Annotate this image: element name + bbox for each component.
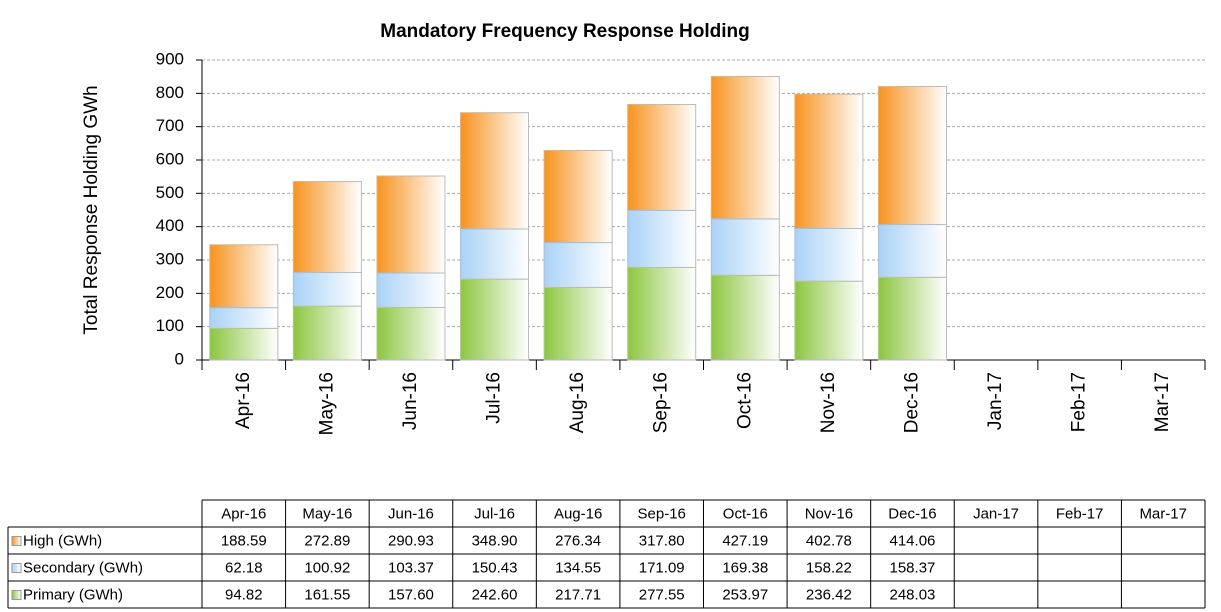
y-tick-label: 800 xyxy=(156,83,184,102)
legend-label: Secondary (GWh) xyxy=(23,559,143,576)
bar xyxy=(627,209,697,268)
y-tick-label: 600 xyxy=(156,149,184,168)
x-tick-label: Apr-16 xyxy=(233,372,254,429)
bar xyxy=(292,272,362,307)
bar xyxy=(877,86,947,226)
table-cell: 188.59 xyxy=(221,532,267,549)
table-header: Mar-17 xyxy=(1139,505,1187,522)
table-header: May-16 xyxy=(302,505,352,522)
table-header: Dec-16 xyxy=(888,505,936,522)
table-cell: 253.97 xyxy=(722,586,768,603)
bar xyxy=(460,112,530,230)
table-cell: 290.93 xyxy=(388,532,434,549)
table-cell: 248.03 xyxy=(890,586,936,603)
y-tick-label: 500 xyxy=(156,183,184,202)
bar xyxy=(627,104,697,211)
bar xyxy=(877,224,947,278)
table-cell: 158.22 xyxy=(806,559,852,576)
legend-key xyxy=(11,590,22,600)
table-cell: 94.82 xyxy=(225,586,263,603)
y-tick-label: 100 xyxy=(156,316,184,335)
table-cell: 272.89 xyxy=(304,532,350,549)
x-tick-label: Jul-16 xyxy=(484,372,505,424)
bar xyxy=(794,280,864,361)
legend-key xyxy=(11,563,22,573)
bar xyxy=(292,305,362,361)
bar xyxy=(710,75,780,220)
legend-label: High (GWh) xyxy=(23,532,102,549)
y-axis-label: Total Response Holding GWh xyxy=(81,85,102,334)
table-header: Nov-16 xyxy=(805,505,853,522)
bar xyxy=(209,244,279,309)
table-header: Oct-16 xyxy=(723,505,768,522)
table-cell: 276.34 xyxy=(555,532,601,549)
bar xyxy=(376,306,446,361)
table-cell: 161.55 xyxy=(304,586,350,603)
table-cell: 157.60 xyxy=(388,586,434,603)
x-tick-label: Nov-16 xyxy=(818,372,839,433)
table-cell: 414.06 xyxy=(890,532,936,549)
y-tick-label: 300 xyxy=(156,249,184,268)
bar xyxy=(627,266,697,361)
bar xyxy=(710,218,780,276)
table-cell: 242.60 xyxy=(472,586,518,603)
bar xyxy=(292,181,362,274)
bar xyxy=(209,327,279,361)
bar xyxy=(877,276,947,361)
x-tick-label: Mar-17 xyxy=(1152,372,1173,432)
table-cell: 158.37 xyxy=(890,559,936,576)
y-tick-label: 200 xyxy=(156,283,184,302)
bar xyxy=(794,93,864,229)
x-tick-label: Dec-16 xyxy=(901,372,922,433)
x-tick-label: Jan-17 xyxy=(985,372,1006,430)
bar xyxy=(543,149,613,244)
table-cell: 171.09 xyxy=(639,559,685,576)
x-tick-label: Aug-16 xyxy=(567,372,588,433)
x-tick-label: Oct-16 xyxy=(734,372,755,429)
table-cell: 427.19 xyxy=(722,532,768,549)
bar xyxy=(460,228,530,280)
y-tick-label: 900 xyxy=(156,49,184,68)
legend-key xyxy=(11,536,22,546)
table-header: Feb-17 xyxy=(1056,505,1104,522)
table-header: Aug-16 xyxy=(554,505,602,522)
y-tick-label: 0 xyxy=(175,349,184,368)
table-cell: 277.55 xyxy=(639,586,685,603)
bar xyxy=(794,227,864,282)
table-cell: 103.37 xyxy=(388,559,434,576)
bar xyxy=(543,242,613,288)
x-tick-label: Jun-16 xyxy=(400,372,421,430)
y-tick-label: 400 xyxy=(156,216,184,235)
table-cell: 134.55 xyxy=(555,559,601,576)
table-cell: 236.42 xyxy=(806,586,852,603)
table-cell: 217.71 xyxy=(555,586,601,603)
table-header: Sep-16 xyxy=(638,505,686,522)
table-header: Apr-16 xyxy=(221,505,266,522)
x-tick-label: Feb-17 xyxy=(1069,372,1090,432)
table-cell: 62.18 xyxy=(225,559,263,576)
chart-title: Mandatory Frequency Response Holding xyxy=(380,21,750,42)
y-tick-label: 700 xyxy=(156,116,184,135)
table-cell: 169.38 xyxy=(722,559,768,576)
bar xyxy=(460,278,530,361)
table-cell: 348.90 xyxy=(472,532,518,549)
table-cell: 100.92 xyxy=(304,559,350,576)
x-tick-label: Sep-16 xyxy=(651,372,672,433)
bar xyxy=(543,286,613,361)
legend-label: Primary (GWh) xyxy=(23,586,123,603)
table-cell: 317.80 xyxy=(639,532,685,549)
table-header: Jul-16 xyxy=(474,505,515,522)
bar xyxy=(376,272,446,308)
bar xyxy=(710,274,780,361)
bar xyxy=(209,307,279,329)
table-cell: 150.43 xyxy=(472,559,518,576)
table-header: Jun-16 xyxy=(388,505,434,522)
table-header: Jan-17 xyxy=(973,505,1019,522)
x-tick-label: May-16 xyxy=(316,372,337,435)
bar xyxy=(376,175,446,274)
table-cell: 402.78 xyxy=(806,532,852,549)
